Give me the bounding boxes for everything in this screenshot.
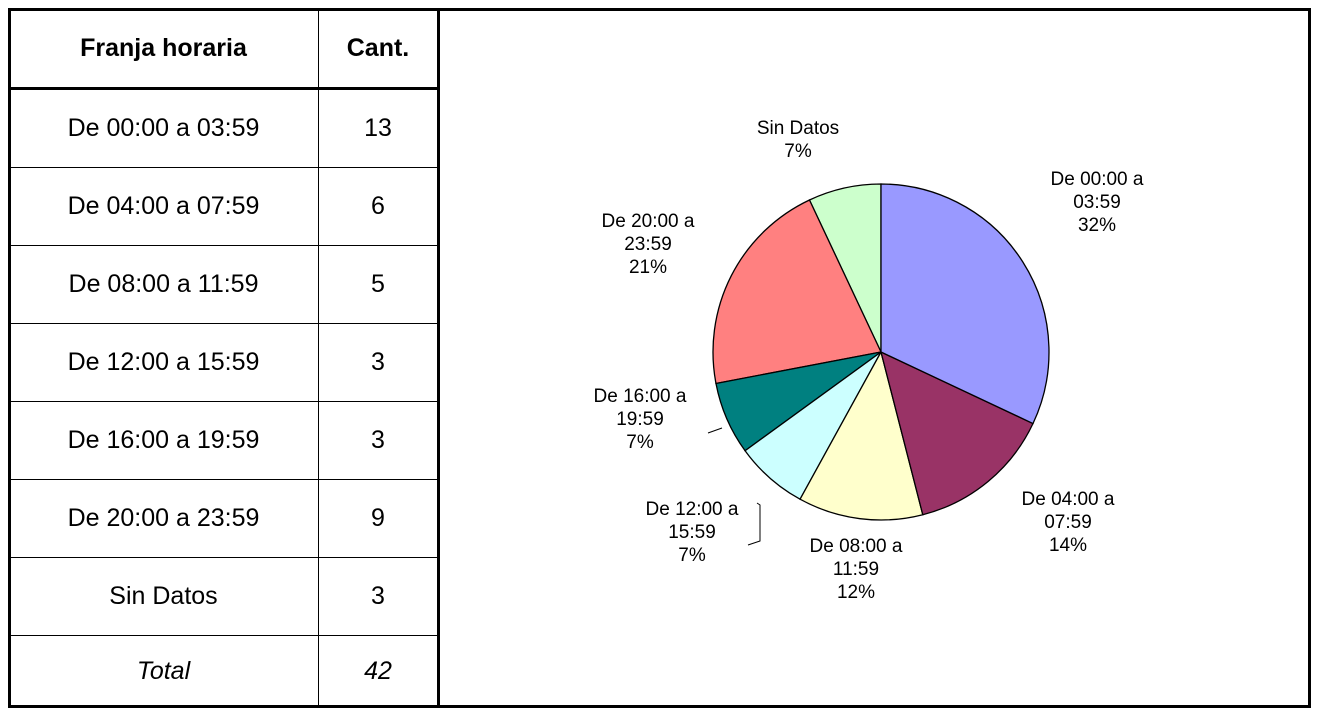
slice-category: De 00:00 a 03:59 xyxy=(1050,169,1144,213)
pie-slice xyxy=(880,350,1034,516)
table-row: Sin Datos 3 xyxy=(8,557,440,636)
data-table: Franja horaria Cant. De 00:00 a 03:59 13 D… xyxy=(8,8,440,707)
table-cell: Total xyxy=(8,635,319,707)
header-cell: Franja horaria xyxy=(8,8,319,90)
slice-label: De 00:00 a 03:59 32% xyxy=(1041,168,1153,237)
pie-slice xyxy=(712,199,882,385)
slice-category: De 04:00 a 07:59 xyxy=(1021,489,1115,533)
header-cell: Cant. xyxy=(318,8,440,90)
slice-percent: 21% xyxy=(628,257,668,278)
table-cell: 5 xyxy=(318,245,440,324)
table-cell: 6 xyxy=(318,167,440,246)
pie-slice xyxy=(880,183,1050,425)
slice-percent: 12% xyxy=(836,582,876,603)
slice-label: Sin Datos 7% xyxy=(742,117,854,163)
table-cell: 9 xyxy=(318,479,440,558)
pie-slice xyxy=(799,350,924,521)
slice-percent: 14% xyxy=(1048,535,1088,556)
header-row: Franja horaria Cant. xyxy=(8,8,440,90)
slice-label: De 16:00 a 19:59 7% xyxy=(584,385,696,454)
frame xyxy=(8,8,1311,708)
leader-line xyxy=(707,427,723,434)
slice-percent: 7% xyxy=(678,545,706,566)
table-row: De 12:00 a 15:59 3 xyxy=(8,323,440,402)
leader-line xyxy=(747,502,761,546)
table-cell: De 12:00 a 15:59 xyxy=(8,323,319,402)
slice-category: De 16:00 a 19:59 xyxy=(593,386,687,430)
slice-category: De 08:00 a 11:59 xyxy=(809,536,903,580)
table-cell: Sin Datos xyxy=(8,557,319,636)
slice-percent: 32% xyxy=(1077,215,1117,236)
slice-percent: 7% xyxy=(626,432,654,453)
slice-label: De 12:00 a 15:59 7% xyxy=(636,498,748,567)
table-cell: 3 xyxy=(318,401,440,480)
slice-percent: 7% xyxy=(784,141,812,162)
table-row: De 08:00 a 11:59 5 xyxy=(8,245,440,324)
slice-label: De 20:00 a 23:59 21% xyxy=(592,210,704,279)
slice-label: De 08:00 a 11:59 12% xyxy=(800,535,912,604)
slice-label: De 04:00 a 07:59 14% xyxy=(1012,488,1124,557)
table-cell: 42 xyxy=(318,635,440,707)
table-cell: De 08:00 a 11:59 xyxy=(8,245,319,324)
slice-category: De 20:00 a 23:59 xyxy=(601,211,695,255)
table-cell: De 00:00 a 03:59 xyxy=(8,88,319,168)
slice-category: Sin Datos xyxy=(756,118,840,139)
table-row: Total 42 xyxy=(8,635,440,707)
table-cell: 3 xyxy=(318,557,440,636)
slice-category: De 12:00 a 15:59 xyxy=(645,499,739,543)
